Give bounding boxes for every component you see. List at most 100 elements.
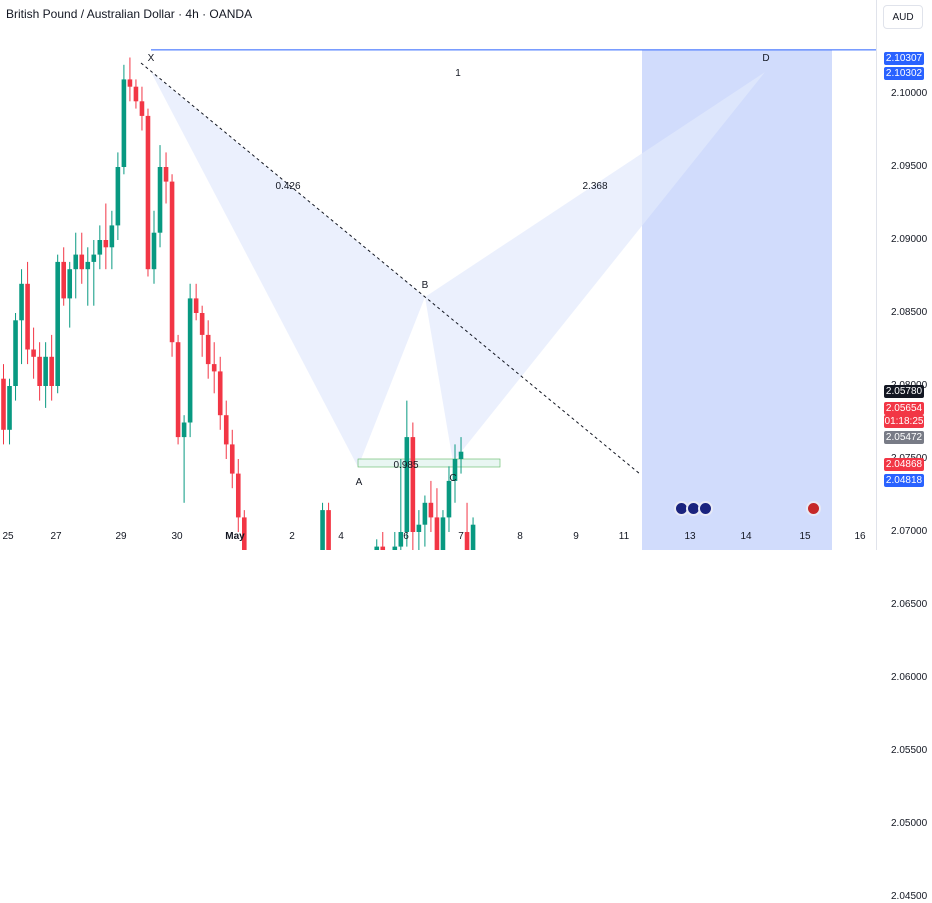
candle-body <box>242 517 247 550</box>
candle-body <box>181 422 187 438</box>
candle-body <box>37 356 42 386</box>
time-tick: 2 <box>289 531 295 542</box>
price-label-current: 2.05654 <box>884 402 924 415</box>
chart-title: British Pound / Australian Dollar · 4h ·… <box>6 7 253 21</box>
time-tick: 16 <box>854 531 866 542</box>
candle-body <box>43 356 48 386</box>
candle-body <box>235 473 241 518</box>
time-tick: 14 <box>740 531 752 542</box>
candle-body <box>115 167 121 226</box>
candle-body <box>1 378 6 430</box>
candle-body <box>380 546 386 550</box>
candle-body <box>199 313 205 335</box>
price-tick: 2.04500 <box>891 891 928 902</box>
candle-body <box>205 334 211 365</box>
candle-body <box>127 79 133 87</box>
point-label-a: A <box>356 477 363 488</box>
point-label-b: B <box>422 280 429 291</box>
candle-body <box>229 444 235 474</box>
time-tick: 30 <box>171 531 183 542</box>
price-tick: 2.06000 <box>891 672 928 683</box>
price-label-entry: 2.05472 <box>884 431 924 444</box>
point-label-c: C <box>449 473 456 484</box>
price-label-bottom: 2.04818 <box>884 474 924 487</box>
candle-body <box>73 254 79 270</box>
time-tick: 11 <box>618 531 630 542</box>
price-label-stop: 2.04868 <box>884 458 924 471</box>
time-tick: 29 <box>115 531 127 542</box>
price-tick: 2.07000 <box>891 526 928 537</box>
candle-body <box>434 517 440 550</box>
ratio-label-bcd: 2.368 <box>582 181 607 192</box>
time-tick: 13 <box>684 531 696 542</box>
price-tick: 2.05000 <box>891 818 928 829</box>
event-flag-gb[interactable] <box>806 501 821 516</box>
point-label-d: D <box>762 53 769 64</box>
candle-body <box>187 298 193 423</box>
time-tick: 6 <box>403 531 409 542</box>
candle-body <box>103 240 109 248</box>
candle-body <box>31 349 36 357</box>
pattern-bcd <box>425 72 765 462</box>
time-tick: 8 <box>517 531 523 542</box>
price-label-support: 2.05780 <box>884 385 924 398</box>
candle-body <box>55 261 60 386</box>
time-tick: 27 <box>50 531 62 542</box>
candle-body <box>470 524 476 550</box>
time-tick: 25 <box>2 531 14 542</box>
candle-body <box>133 86 139 102</box>
candle-body <box>326 510 331 550</box>
candle-body <box>163 167 169 182</box>
candle-body <box>410 437 416 532</box>
candle-body <box>404 437 410 532</box>
price-tick: 2.08500 <box>891 307 928 318</box>
candle-body <box>175 342 181 438</box>
candle-body <box>61 261 66 299</box>
candle-body <box>85 261 91 270</box>
ratio-label-xab: 0.426 <box>275 181 300 192</box>
candle-body <box>398 532 404 547</box>
currency-button[interactable]: AUD <box>883 5 923 29</box>
event-flag-au-3[interactable] <box>698 501 713 516</box>
target-zone <box>642 49 832 550</box>
ratio-box <box>357 458 501 468</box>
candle-body <box>458 451 464 459</box>
ratio-label-xd: 1 <box>455 68 461 79</box>
price-tick: 2.09000 <box>891 234 928 245</box>
time-tick: 4 <box>338 531 344 542</box>
point-label-x: X <box>148 53 155 64</box>
candle-body <box>25 283 30 350</box>
candle-body <box>79 254 85 270</box>
candle-body <box>109 225 115 248</box>
candle-body <box>217 371 223 416</box>
candle-body <box>139 101 145 116</box>
candle-body <box>13 320 18 386</box>
candle-body <box>446 480 452 518</box>
candle-body <box>440 517 446 550</box>
candle-body <box>223 415 229 445</box>
pattern-xab <box>151 72 425 467</box>
candle-body <box>7 386 12 430</box>
candle-body <box>145 115 151 270</box>
candle-body <box>428 502 434 518</box>
price-tick: 2.06500 <box>891 599 928 610</box>
price-label-top-2: 2.10302 <box>884 67 924 80</box>
time-tick: 9 <box>573 531 579 542</box>
candle-body <box>392 546 398 550</box>
candle-body <box>464 532 470 550</box>
price-chart[interactable]: X A B C D 1 0.426 2.368 0.985 <box>0 0 932 550</box>
time-tick: 15 <box>799 531 811 542</box>
price-tick: 2.10000 <box>891 88 928 99</box>
time-tick: May <box>225 531 245 542</box>
price-tick: 2.05500 <box>891 745 928 756</box>
candle-body <box>157 167 163 233</box>
candle-body <box>320 510 325 550</box>
candle-body <box>49 356 54 386</box>
candle-body <box>169 181 175 343</box>
candle-body <box>97 240 103 255</box>
candle-body <box>91 254 97 262</box>
candle-body <box>452 459 458 481</box>
price-axis-divider <box>876 0 877 550</box>
candle-body <box>67 269 73 299</box>
candle-body <box>19 283 24 321</box>
